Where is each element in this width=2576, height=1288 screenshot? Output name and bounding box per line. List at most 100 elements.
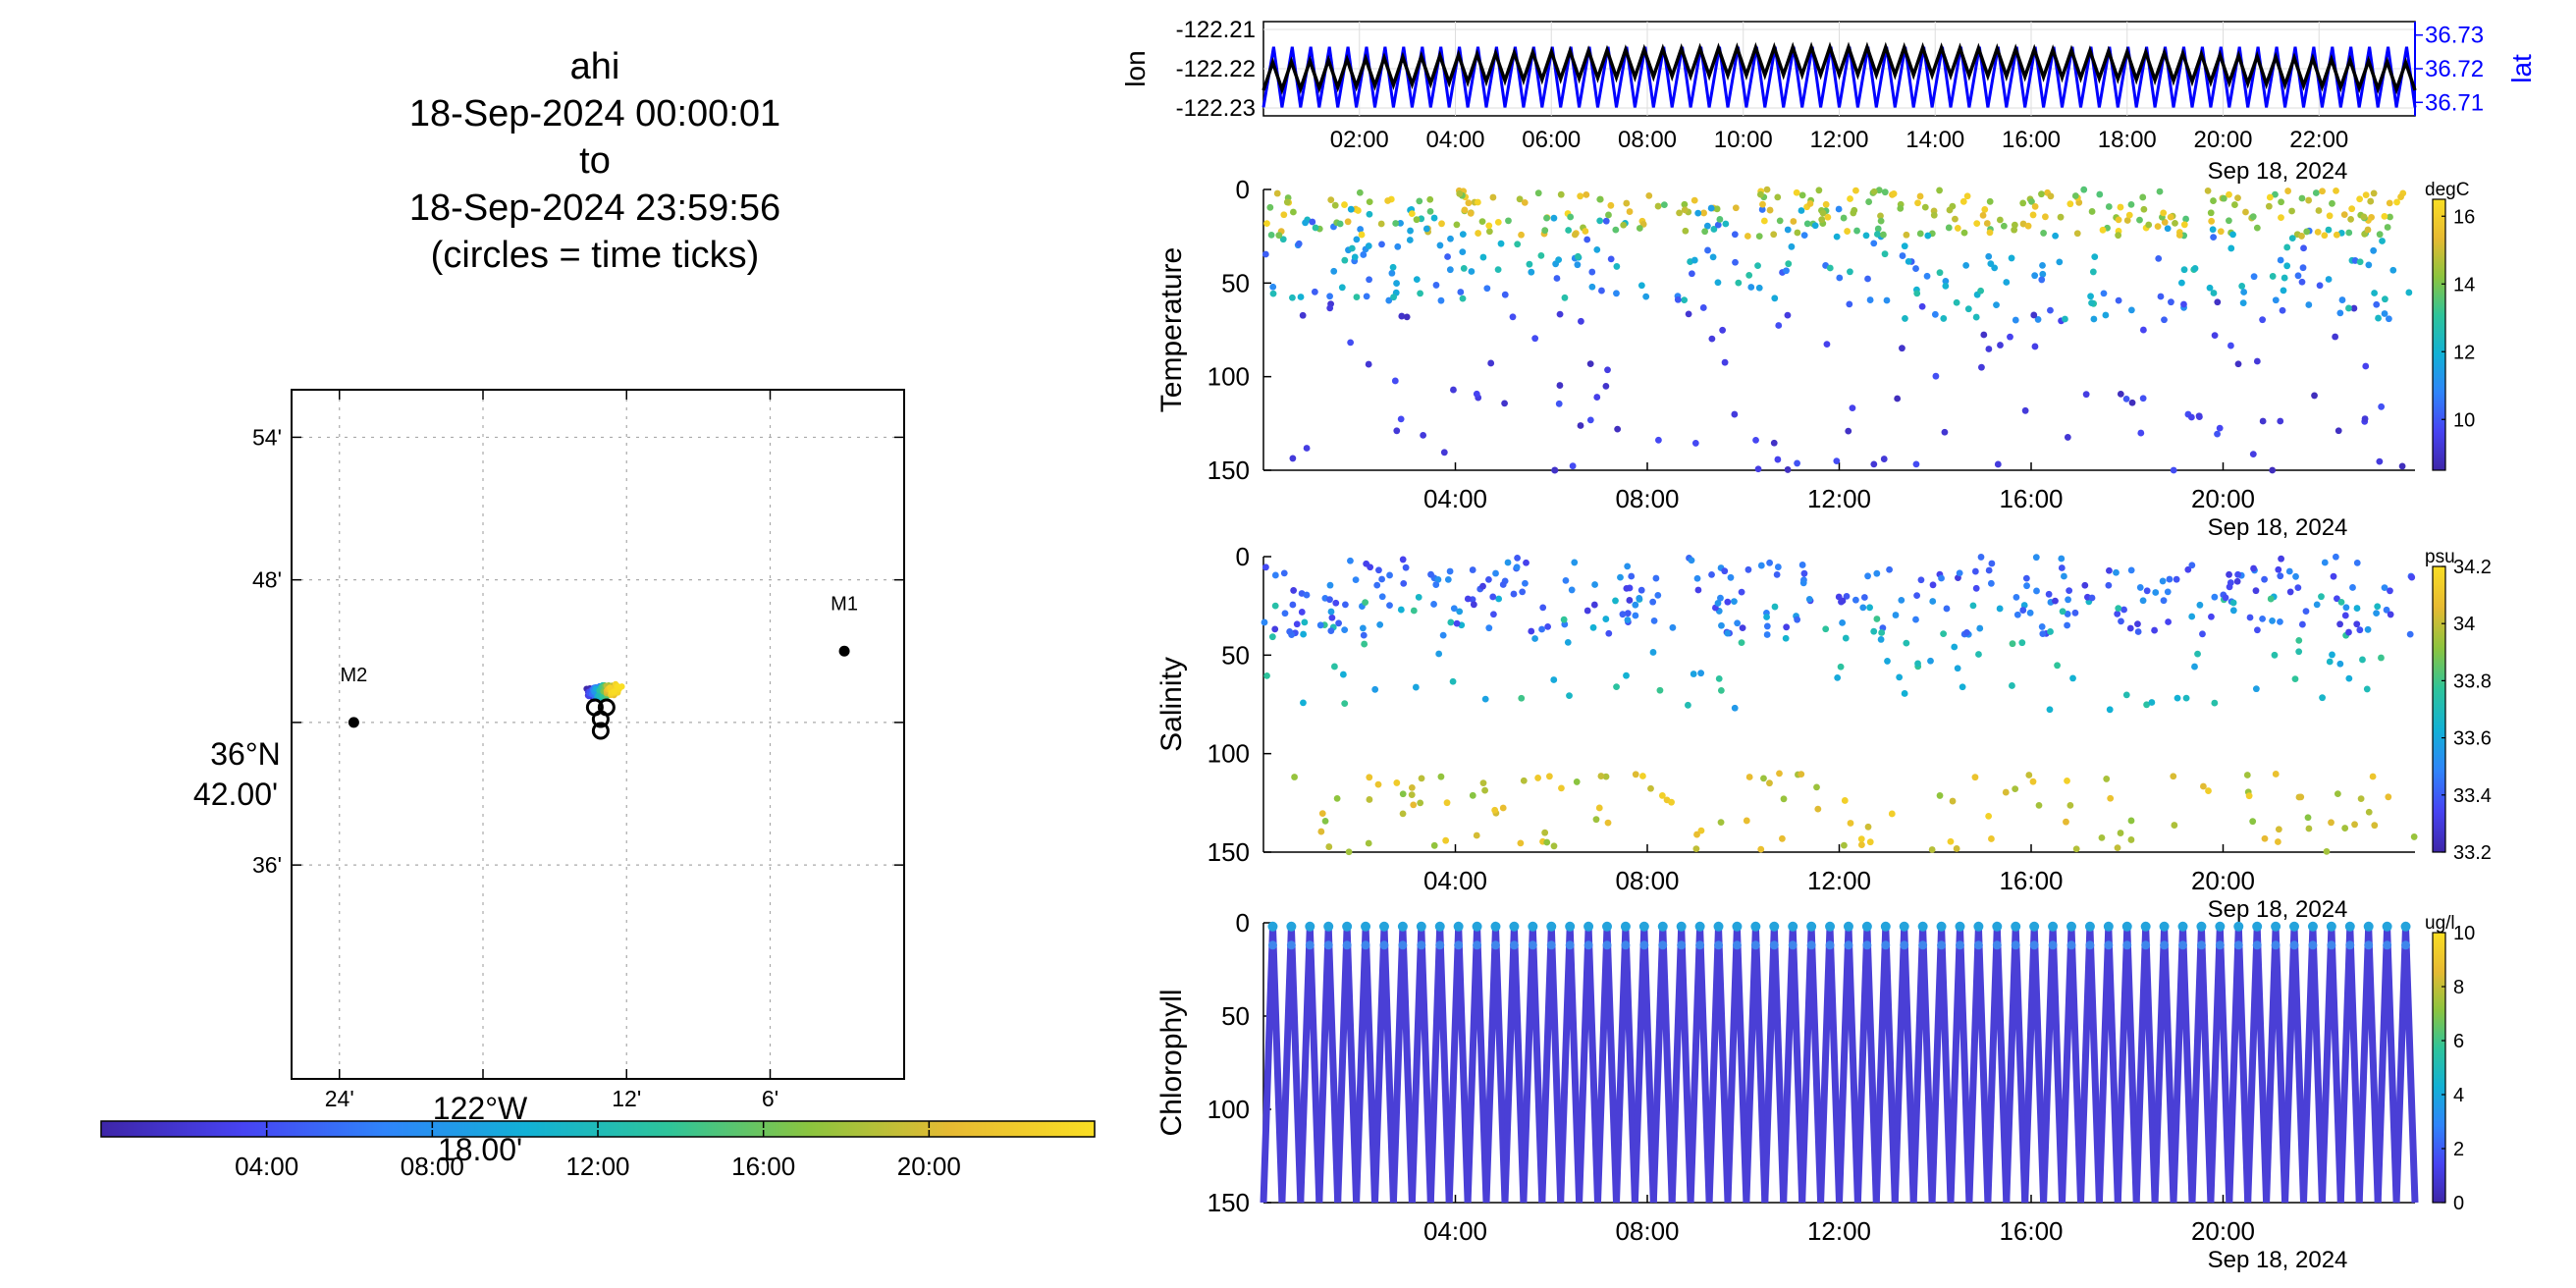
salinity-point <box>2052 597 2059 605</box>
chlorophyll-profile <box>2170 923 2196 1204</box>
map-lon-center-minutes: 18.00' <box>438 1132 522 1167</box>
temperature-point <box>2062 315 2068 323</box>
temperature-point <box>2311 392 2318 400</box>
temperature-point <box>1755 284 1763 292</box>
temperature-point <box>2321 232 2329 240</box>
temperature-point <box>1983 220 1991 227</box>
chlorophyll-surface-point <box>2140 921 2151 932</box>
temperature-point <box>1459 231 1467 239</box>
chlorophyll-surface-point <box>1973 921 1984 932</box>
temperature-point <box>1931 310 1939 318</box>
chlorophyll-surface-point <box>2308 940 2318 950</box>
salinity-point <box>2088 594 2096 602</box>
title-line-3: to <box>579 140 611 182</box>
salinity-point <box>2351 821 2358 829</box>
temperature-point <box>1776 217 1784 225</box>
chlorophyll-profile <box>1743 923 1769 1204</box>
salinity-point <box>1450 605 1458 613</box>
salinity-point <box>1271 625 1279 633</box>
temperature-point <box>1407 227 1414 235</box>
salinity-point <box>2294 584 2302 592</box>
temperature-point <box>2231 201 2238 208</box>
temperature-point <box>2278 198 2284 206</box>
salinity-point <box>1977 554 1985 561</box>
temperature-point <box>1835 205 1843 213</box>
temperature-point <box>2250 273 2258 281</box>
salinity-point <box>2105 581 2113 589</box>
salinity-point <box>1325 843 1333 850</box>
salinity-point <box>2188 613 2196 620</box>
temperature-point <box>1694 209 1702 217</box>
chlorophyll-surface-point <box>2289 940 2299 950</box>
temperature-point <box>1700 209 1707 217</box>
salinity-point <box>2063 818 2069 826</box>
salinity-point <box>1408 783 1416 791</box>
salinity-point <box>1268 633 1276 641</box>
temperature-point <box>1518 231 1525 239</box>
chlorophyll-surface-point <box>2160 940 2170 950</box>
x-tick-label: 04:00 <box>1423 866 1487 895</box>
temperature-point <box>1295 240 1303 247</box>
salinity-point <box>1528 627 1535 635</box>
salinity-point <box>1947 837 1955 845</box>
chlorophyll-surface-point <box>1490 940 1500 950</box>
salinity-point <box>1743 817 1750 825</box>
temperature-point <box>1865 198 1873 205</box>
temperature-point <box>2145 221 2153 229</box>
salinity-point <box>2064 611 2071 617</box>
salinity-point <box>1602 773 1610 780</box>
salinity-point <box>1739 624 1746 632</box>
time-tick-circle <box>591 722 610 740</box>
lon-series-line <box>1261 41 2417 95</box>
map-moorings: M2 M1 <box>340 593 858 728</box>
salinity-point <box>2211 699 2219 707</box>
temperature-point <box>2047 306 2054 314</box>
temperature-point <box>1526 260 1533 268</box>
temperature-point <box>1794 229 1801 237</box>
temperature-point <box>1397 415 1405 423</box>
temperature-point <box>2040 230 2047 237</box>
temperature-point <box>1852 187 1859 194</box>
temperature-point <box>1290 208 1297 216</box>
chlorophyll-profile <box>1705 923 1732 1204</box>
salinity-point <box>1841 797 1849 804</box>
temperature-point <box>1930 211 1938 219</box>
chlorophyll-surface-point <box>1750 940 1760 950</box>
chlorophyll-surface-point <box>1825 921 1836 932</box>
salinity-point <box>1658 792 1666 799</box>
chlorophyll-profile <box>1687 923 1713 1204</box>
temperature-point <box>1690 196 1698 204</box>
y-tick-label: 150 <box>1208 837 1250 867</box>
chlorophyll-profile <box>1798 923 1825 1204</box>
temperature-point <box>1874 225 1882 233</box>
salinity-point <box>1399 810 1407 818</box>
salinity-point <box>2277 572 2284 580</box>
temperature-point <box>2039 261 2046 269</box>
salinity-point <box>2371 822 2379 830</box>
salinity-point <box>1988 560 1996 567</box>
temperature-point <box>1818 216 1826 224</box>
temperature-point <box>2239 299 2247 306</box>
salinity-point <box>1286 628 1294 635</box>
temperature-point <box>2175 232 2183 239</box>
lat-tick-label: 36.71 <box>2425 89 2484 116</box>
salinity-point <box>1604 819 1612 827</box>
temperature-point <box>1732 204 1740 212</box>
temperature-point <box>1593 245 1601 253</box>
temperature-point <box>1555 400 1563 407</box>
temperature-point <box>1366 276 1372 284</box>
salinity-point <box>1360 631 1368 639</box>
salinity-point <box>2046 706 2054 714</box>
salinity-point <box>1727 573 1735 581</box>
temperature-point <box>1344 218 1352 226</box>
y-tick-label: 0 <box>1236 175 1250 204</box>
temperature-point <box>1269 290 1277 297</box>
temperature-point <box>2281 274 2288 282</box>
salinity-point <box>1734 619 1742 627</box>
chlorophyll-profile <box>1315 923 1342 1204</box>
temperature-point <box>2373 300 2381 308</box>
temperature-point <box>1475 230 1482 237</box>
temperature-point <box>2280 287 2287 295</box>
chlorophyll-profile <box>1371 923 1397 1204</box>
temperature-point <box>1953 298 1960 306</box>
